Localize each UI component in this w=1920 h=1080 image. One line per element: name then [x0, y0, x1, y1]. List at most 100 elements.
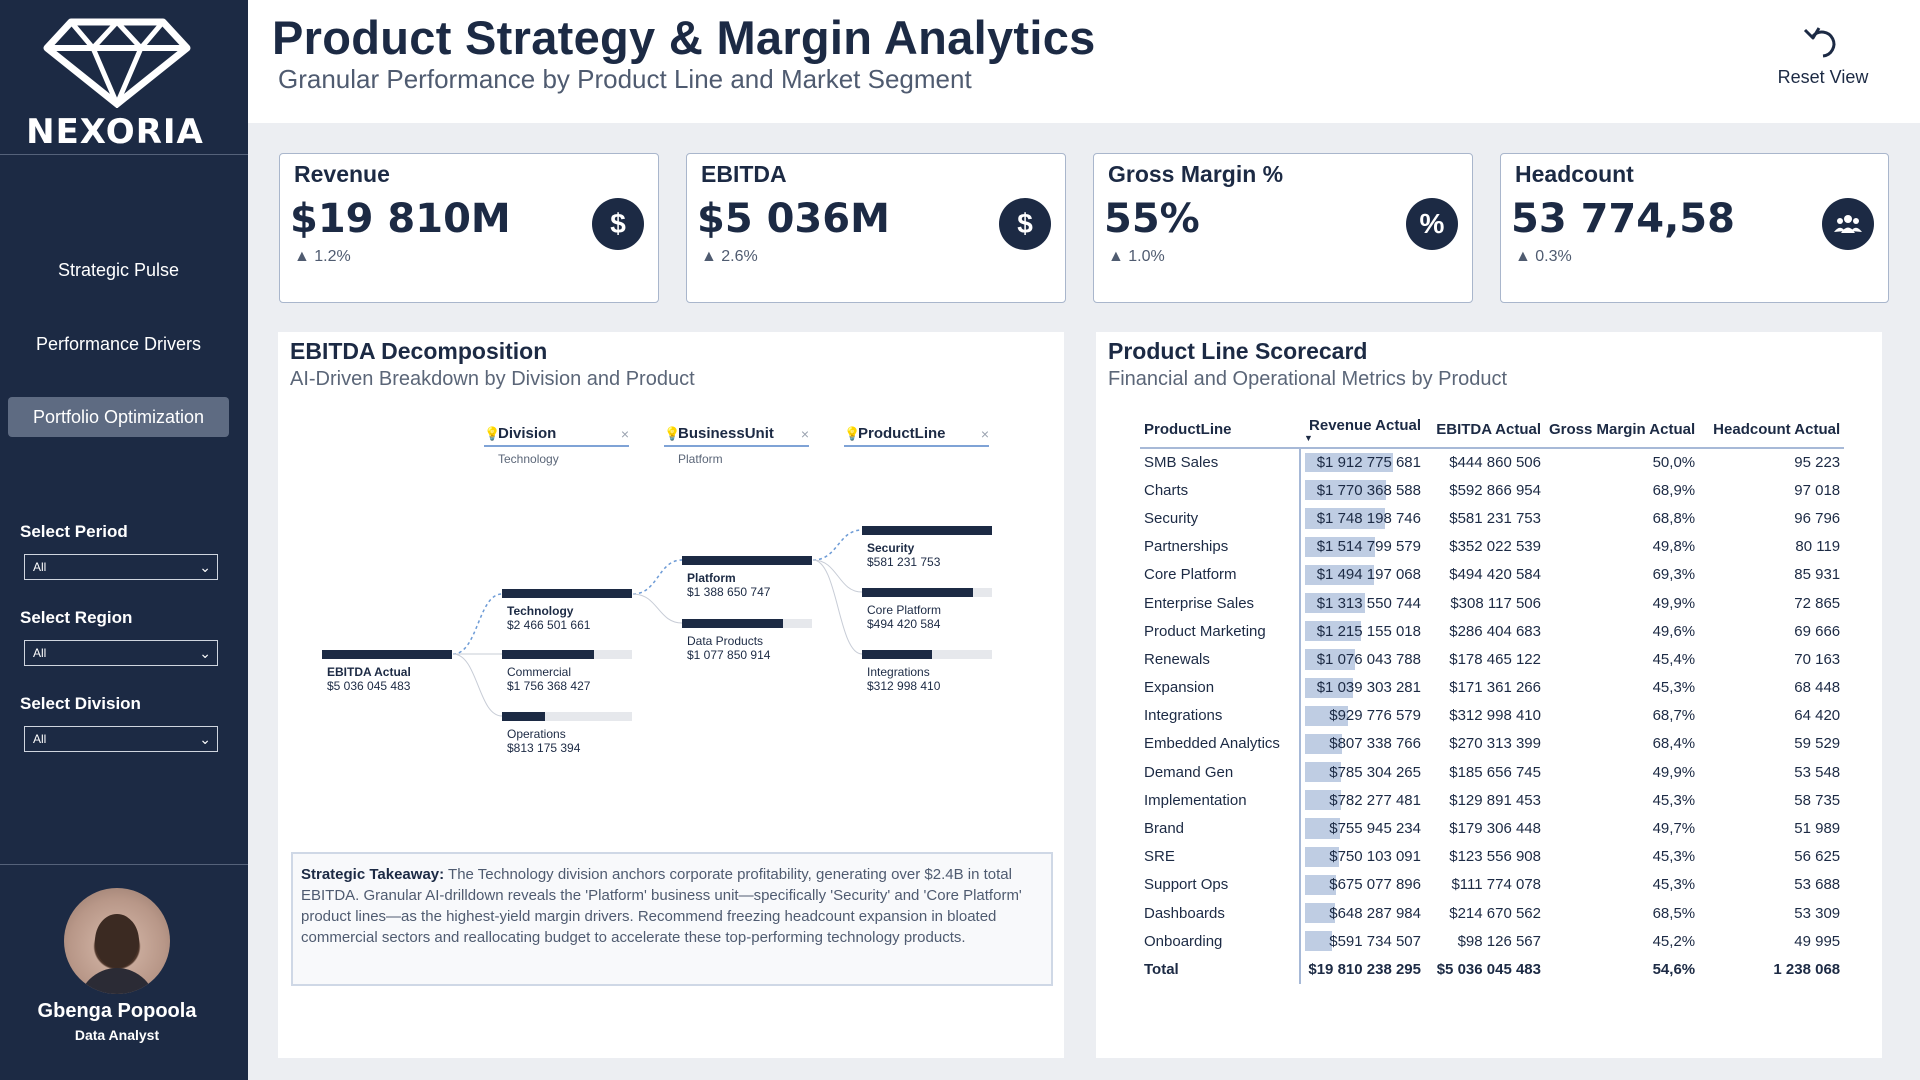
nav-portfolio-optimization[interactable]: Portfolio Optimization — [8, 397, 229, 437]
cell-revenue-value: $1 494 197 068 — [1316, 566, 1421, 584]
column-header-headcount[interactable]: Headcount Actual — [1699, 412, 1845, 449]
region-filter-label: Select Region — [20, 608, 133, 627]
cell-revenue-value: $1 313 550 744 — [1316, 594, 1421, 612]
cell-headcount: 59 529 — [1794, 735, 1841, 753]
node-value: $2 466 501 661 — [507, 618, 591, 632]
cell-ebitda: $185 656 745 — [1449, 763, 1541, 781]
lightbulb-icon: 💡 — [844, 426, 861, 441]
table-row[interactable]: Brand $755 945 234 $179 306 448 49,7% 51 989 — [1140, 814, 1844, 843]
page-subtitle: Granular Performance by Product Line and… — [278, 64, 972, 94]
panel-title: EBITDA Decomposition — [290, 338, 548, 364]
decomp-node-technology[interactable]: Technology $2 466 501 661 — [502, 589, 632, 632]
table-row[interactable]: Dashboards $648 287 984 $214 670 562 68,5% 5… — [1140, 899, 1844, 928]
cell-revenue-value: $648 287 984 — [1329, 904, 1421, 922]
reset-view-button[interactable]: Reset View — [1768, 22, 1878, 88]
table-row[interactable]: Renewals $1 076 043 788 $178 465 122 45,4% 7… — [1140, 645, 1844, 674]
decomp-node-data-products[interactable]: Data Products $1 077 850 914 — [682, 619, 812, 662]
table-row[interactable]: Demand Gen $785 304 265 $185 656 745 49,9% 5… — [1140, 758, 1844, 787]
node-name: Data Products — [687, 634, 764, 648]
cell-ebitda: $352 022 539 — [1449, 538, 1541, 556]
table-row[interactable]: Core Platform $1 494 197 068 $494 420 584 6… — [1140, 560, 1844, 589]
region-select[interactable]: All ⌄ — [24, 640, 218, 666]
column-header-ebitda[interactable]: EBITDA Actual — [1425, 412, 1545, 449]
level-label: BusinessUnit — [678, 425, 774, 442]
cell-productline: Security — [1140, 504, 1301, 533]
cell-productline: Partnerships — [1140, 532, 1301, 561]
cell-gross-margin: 45,3% — [1652, 876, 1696, 894]
decomp-node-security[interactable]: Security $581 231 753 — [862, 526, 992, 569]
strategic-takeaway: Strategic Takeaway: The Technology divis… — [291, 852, 1053, 986]
table-row[interactable]: Embedded Analytics $807 338 766 $270 313 3… — [1140, 729, 1844, 759]
level-header-division[interactable]: 💡 Division × Technology — [484, 425, 629, 466]
node-name: Commercial — [507, 665, 572, 679]
close-icon[interactable]: × — [620, 426, 629, 442]
node-name: Core Platform — [867, 603, 942, 617]
cell-revenue: $1 039 303 281 — [1300, 674, 1425, 702]
close-icon[interactable]: × — [800, 426, 809, 442]
cell-revenue: $782 277 481 — [1300, 786, 1425, 814]
cell-revenue: $1 494 197 068 — [1300, 561, 1425, 589]
table-row[interactable]: SMB Sales $1 912 775 681 $444 860 506 50,0%… — [1140, 448, 1844, 477]
cell-gross-margin: 45,3% — [1652, 679, 1696, 697]
cell-headcount: 80 119 — [1795, 538, 1841, 556]
cell-total-revenue: $19 810 238 295 — [1308, 960, 1421, 978]
cell-revenue-value: $1 748 198 746 — [1316, 509, 1421, 527]
cell-headcount: 69 666 — [1794, 622, 1841, 640]
cell-revenue: $591 734 507 — [1300, 927, 1425, 955]
table-row[interactable]: Support Ops $675 077 896 $111 774 078 45,3%… — [1140, 870, 1844, 899]
revenue-databar — [1305, 762, 1342, 783]
nav-strategic-pulse[interactable]: Strategic Pulse — [57, 260, 180, 280]
cell-gross-margin: 49,6% — [1652, 622, 1696, 640]
column-header-gross-margin[interactable]: Gross Margin Actual — [1545, 412, 1700, 449]
table-row[interactable]: Enterprise Sales $1 313 550 744 $308 117 5… — [1140, 588, 1844, 618]
column-header-revenue[interactable]: Revenue Actual ▼ — [1300, 412, 1425, 449]
decomp-node-integrations[interactable]: Integrations $312 998 410 — [862, 650, 992, 693]
node-value: $813 175 394 — [507, 741, 581, 755]
table-header-row: ProductLine Revenue Actual ▼ EBITDA Actua… — [1140, 412, 1845, 449]
level-header-businessunit[interactable]: 💡 BusinessUnit × Platform — [664, 425, 809, 466]
chevron-down-icon: ⌄ — [199, 559, 211, 575]
decomp-node-root[interactable]: EBITDA Actual $5 036 045 483 — [322, 650, 452, 693]
cell-headcount: 49 995 — [1794, 932, 1841, 950]
decomp-node-commercial[interactable]: Commercial $1 756 368 427 — [502, 650, 632, 693]
cell-revenue: $1 770 368 588 — [1300, 476, 1425, 504]
table-row[interactable]: Implementation $782 277 481 $129 891 453 45… — [1140, 786, 1844, 815]
user-role: Data Analyst — [74, 1027, 160, 1043]
nav-performance-drivers[interactable]: Performance Drivers — [35, 334, 202, 354]
chevron-down-icon: ⌄ — [199, 645, 211, 661]
level-header-productline[interactable]: 💡 ProductLine × — [844, 425, 989, 447]
cell-productline: SMB Sales — [1140, 448, 1301, 477]
kpi-card-ebitda: EBITDA $5 036M ▲ 2.6% $ — [686, 153, 1066, 303]
diamond-icon — [43, 18, 191, 108]
dollar-icon: $ — [999, 198, 1051, 250]
table-row[interactable]: Partnerships $1 514 799 579 $352 022 539 49… — [1140, 532, 1844, 561]
period-select[interactable]: All ⌄ — [24, 554, 218, 580]
level-label: ProductLine — [858, 425, 946, 442]
decomp-node-platform[interactable]: Platform $1 388 650 747 — [682, 556, 812, 599]
table-row[interactable]: SRE $750 103 091 $123 556 908 45,3% 56 625 — [1140, 842, 1844, 871]
column-header-productline[interactable]: ProductLine — [1140, 412, 1300, 449]
revenue-databar — [1305, 790, 1341, 811]
cell-revenue-value: $807 338 766 — [1329, 735, 1421, 753]
decomp-node-core-platform[interactable]: Core Platform $494 420 584 — [862, 588, 992, 631]
cell-productline: Implementation — [1140, 786, 1301, 815]
table-row[interactable]: Charts $1 770 368 588 $592 866 954 68,9% 97 … — [1140, 476, 1844, 505]
table-row[interactable]: Product Marketing $1 215 155 018 $286 404 … — [1140, 617, 1844, 646]
cell-revenue-value: $1 215 155 018 — [1316, 622, 1421, 640]
node-value: $494 420 584 — [867, 617, 941, 631]
cell-total-label: Total — [1140, 955, 1301, 984]
kpi-title: EBITDA — [701, 161, 787, 187]
kpi-card-headcount: Headcount 53 774,58 ▲ 0.3% — [1500, 153, 1889, 303]
close-icon[interactable]: × — [980, 426, 989, 442]
node-value: $1 388 650 747 — [687, 585, 771, 599]
kpi-title: Gross Margin % — [1108, 161, 1284, 187]
table-row[interactable]: Expansion $1 039 303 281 $171 361 266 45,3%… — [1140, 673, 1844, 702]
table-row[interactable]: Security $1 748 198 746 $581 231 753 68,8% 9… — [1140, 504, 1844, 533]
kpi-value: 55% — [1104, 196, 1200, 242]
division-select[interactable]: All ⌄ — [24, 726, 218, 752]
decomp-node-operations[interactable]: Operations $813 175 394 — [502, 712, 632, 755]
cell-gross-margin: 50,0% — [1652, 454, 1696, 472]
table-row[interactable]: Onboarding $591 734 507 $98 126 567 45,2% 49… — [1140, 927, 1844, 956]
cell-ebitda: $171 361 266 — [1449, 679, 1541, 697]
table-row[interactable]: Integrations $929 776 579 $312 998 410 68,7… — [1140, 701, 1844, 730]
